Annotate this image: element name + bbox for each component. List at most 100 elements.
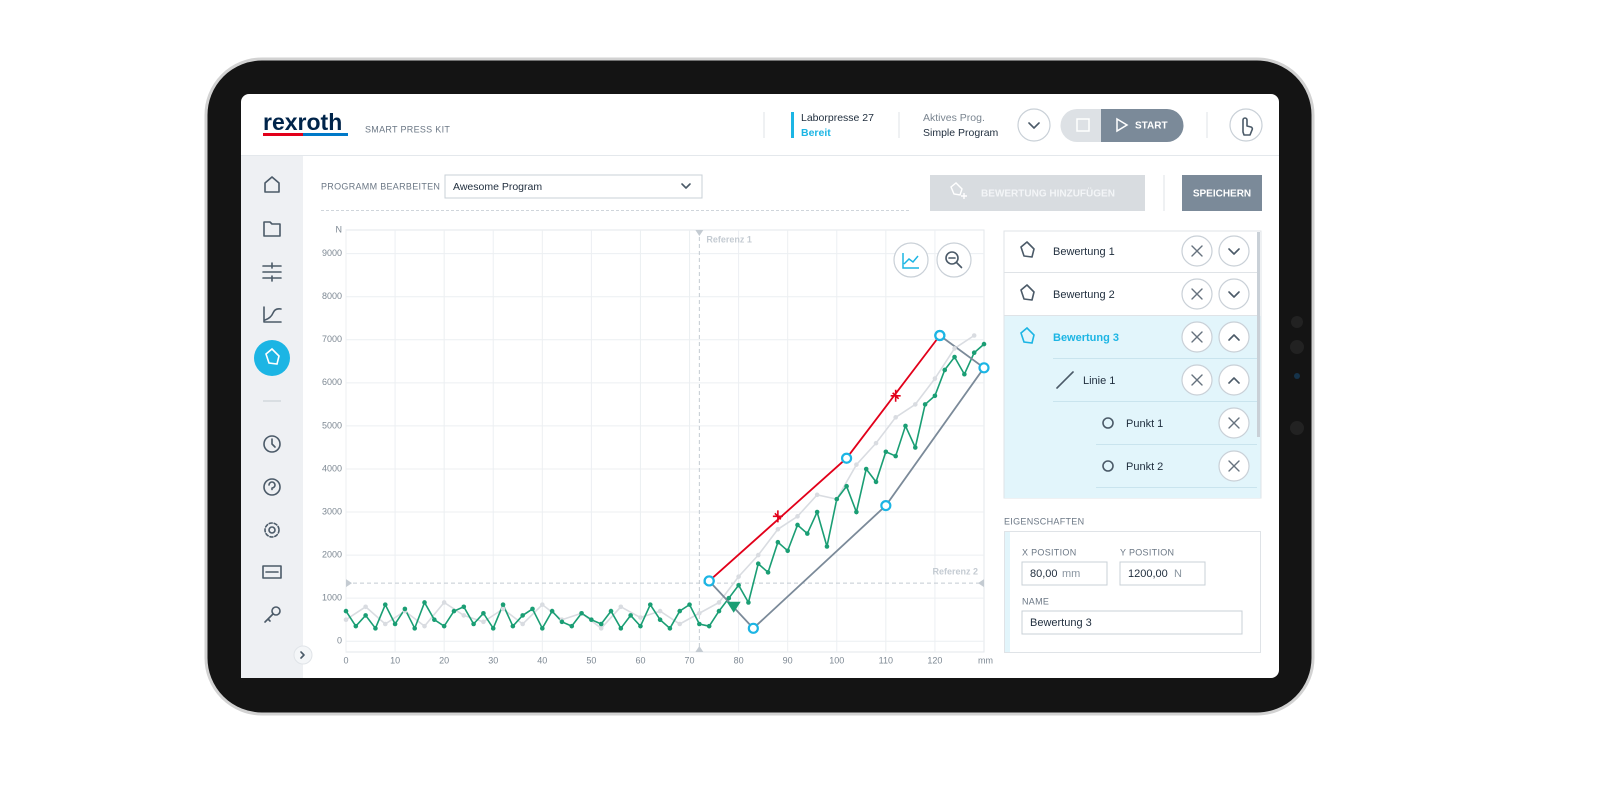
program-select-part[interactable]	[681, 183, 691, 189]
history-icon-part[interactable]	[263, 435, 281, 453]
start-button[interactable]: START	[1101, 109, 1184, 142]
line-row-part[interactable]	[1191, 374, 1203, 386]
zoom-out-button-part[interactable]	[945, 251, 959, 265]
zoom-out-button-part[interactable]	[948, 257, 963, 269]
expand-sidebar-button[interactable]	[293, 645, 313, 665]
point-row[interactable]: Punkt 1	[1102, 407, 1250, 439]
line-row[interactable]: Linie 1	[1056, 364, 1250, 396]
touch-button-part[interactable]	[1229, 108, 1263, 142]
save-button-part[interactable]	[1182, 175, 1262, 211]
evaluation-row-selected[interactable]: Bewertung 3	[1020, 321, 1250, 353]
limits-icon-part[interactable]	[262, 262, 282, 282]
expand-sidebar-button-part[interactable]	[300, 651, 305, 659]
chart-icon[interactable]	[263, 306, 282, 323]
folder-icon[interactable]	[263, 221, 281, 237]
touch-button-part[interactable]	[1242, 117, 1254, 136]
program-select-part[interactable]	[444, 174, 703, 199]
point-row-part[interactable]	[1228, 417, 1240, 429]
evaluation-label[interactable]: Bewertung 2	[1053, 289, 1115, 301]
evaluation-row-selected-part[interactable]	[1228, 334, 1240, 341]
key-icon-part[interactable]	[271, 606, 281, 616]
stop-button-part[interactable]	[1076, 118, 1090, 132]
data-point	[755, 552, 761, 558]
zoom-out-button-part[interactable]	[936, 242, 972, 278]
point-row-part[interactable]	[1102, 417, 1114, 429]
evaluation-row-part[interactable]	[1218, 235, 1250, 267]
zoom-out-button[interactable]	[936, 242, 972, 278]
touch-button[interactable]	[1229, 108, 1263, 142]
evaluation-row-selected-part[interactable]	[1191, 331, 1203, 343]
save-button[interactable]: SPEICHERN	[1182, 175, 1262, 211]
limits-icon[interactable]	[262, 262, 282, 282]
evaluation-icon-active-part[interactable]	[254, 340, 290, 376]
settings-icon[interactable]	[264, 522, 280, 538]
line-row-part[interactable]	[1228, 377, 1240, 384]
start-button-part[interactable]	[1116, 117, 1129, 133]
stop-button[interactable]	[1060, 109, 1102, 142]
language-icon-part[interactable]	[262, 565, 282, 579]
folder-icon-part[interactable]	[263, 221, 281, 237]
y-position-value[interactable]: 1200,00	[1128, 568, 1168, 580]
point-row-part[interactable]	[1228, 460, 1240, 472]
program-select[interactable]: Awesome Program	[444, 174, 703, 199]
evaluation-row-selected-part[interactable]	[1218, 321, 1250, 353]
start-label[interactable]: START	[1135, 121, 1168, 132]
program-dropdown-button-part[interactable]	[1017, 108, 1051, 142]
evaluation-row-part[interactable]	[1228, 291, 1240, 298]
data-point	[775, 539, 781, 545]
settings-icon-part[interactable]	[264, 522, 280, 538]
help-icon[interactable]	[263, 478, 281, 496]
history-icon-part[interactable]	[271, 438, 276, 448]
evaluation-icon-active[interactable]	[254, 340, 290, 376]
language-icon[interactable]	[262, 565, 282, 579]
name-input[interactable]	[1021, 610, 1243, 635]
x-position-input[interactable]	[1021, 561, 1108, 586]
evaluation-label[interactable]: Bewertung 3	[1053, 332, 1119, 344]
evaluation-row-selected-part[interactable]	[1020, 326, 1035, 344]
program-dropdown-button[interactable]	[1017, 108, 1051, 142]
settings-icon-part[interactable]	[268, 526, 276, 534]
header-part	[303, 133, 348, 136]
auto-scale-button[interactable]	[893, 242, 929, 278]
evaluation-row[interactable]: Bewertung 2	[1020, 278, 1250, 310]
point-label[interactable]: Punkt 1	[1126, 418, 1163, 430]
name-value[interactable]: Bewertung 3	[1030, 617, 1092, 629]
add-evaluation-button-part[interactable]	[950, 182, 967, 199]
evaluation-row[interactable]: Bewertung 1	[1020, 235, 1250, 267]
evaluation-row-part[interactable]	[1020, 284, 1035, 301]
help-icon-part[interactable]	[263, 478, 281, 496]
chart-icon-part[interactable]	[263, 306, 282, 323]
add-evaluation-button[interactable]: BEWERTUNG HINZUFÜGEN	[930, 175, 1145, 211]
program-select-value[interactable]: Awesome Program	[453, 181, 542, 193]
home-icon-part[interactable]	[264, 176, 280, 193]
point-row-part[interactable]	[1102, 460, 1114, 472]
x-tick-label: 80	[734, 655, 744, 665]
stop-button-part[interactable]	[1060, 109, 1102, 142]
key-icon-part[interactable]	[264, 613, 274, 623]
home-icon[interactable]	[264, 176, 280, 193]
data-point	[451, 608, 457, 614]
line-row-part[interactable]	[1218, 364, 1250, 396]
key-icon[interactable]	[264, 606, 281, 623]
add-evaluation-button-part[interactable]	[930, 175, 1145, 211]
line-label[interactable]: Linie 1	[1083, 375, 1115, 387]
point-label[interactable]: Punkt 2	[1126, 461, 1163, 473]
auto-scale-button-part[interactable]	[902, 253, 919, 269]
evaluation-row-part[interactable]	[1191, 288, 1203, 300]
line-row-part[interactable]	[1056, 371, 1074, 389]
evaluation-row-part[interactable]	[1228, 248, 1240, 255]
evaluation-icon-active-part[interactable]	[265, 347, 280, 365]
evaluation-label[interactable]: Bewertung 1	[1053, 246, 1115, 258]
help-icon-part[interactable]	[268, 481, 276, 491]
x-position-value[interactable]: 80,00	[1030, 568, 1058, 580]
add-evaluation-label[interactable]: BEWERTUNG HINZUFÜGEN	[981, 187, 1115, 200]
start-button-part[interactable]	[1101, 109, 1184, 142]
evaluation-row-part[interactable]	[1218, 278, 1250, 310]
save-label[interactable]: SPEICHERN	[1193, 189, 1251, 200]
program-dropdown-button-part[interactable]	[1028, 122, 1040, 129]
history-icon[interactable]	[263, 435, 281, 453]
point-row[interactable]: Punkt 2	[1102, 450, 1250, 482]
y-position-input[interactable]	[1119, 561, 1206, 586]
evaluation-row-part[interactable]	[1191, 245, 1203, 257]
evaluation-row-part[interactable]	[1020, 241, 1035, 258]
